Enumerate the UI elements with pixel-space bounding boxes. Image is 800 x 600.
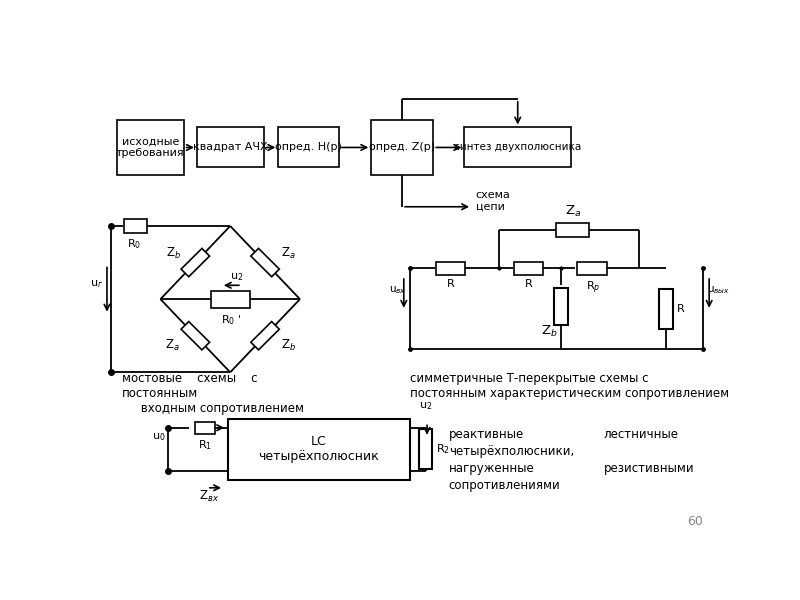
Text: R$_р$: R$_р$ (586, 279, 601, 296)
Text: опред. Z(p): опред. Z(p) (369, 142, 435, 152)
Text: 60: 60 (687, 515, 703, 528)
Bar (181, 248, 210, 277)
Text: Z$_b$: Z$_b$ (541, 324, 558, 339)
Bar (658, 289, 673, 329)
Bar (251, 322, 279, 350)
Bar (557, 223, 589, 237)
Text: мостовые    схемы    с
постоянным
     входным сопротивлением: мостовые схемы с постоянным входным сопр… (122, 372, 304, 415)
Bar (117, 120, 184, 175)
Text: синтез двухполюсника: синтез двухполюсника (454, 142, 582, 152)
Text: Z$_b$: Z$_b$ (166, 246, 181, 261)
Text: квадрат АЧХ: квадрат АЧХ (193, 142, 267, 152)
Text: u$_2$: u$_2$ (419, 401, 432, 412)
Bar (194, 422, 214, 434)
Text: u$_2$: u$_2$ (230, 272, 243, 283)
Bar (464, 127, 571, 167)
Bar (278, 127, 338, 167)
Bar (197, 127, 263, 167)
Text: Z$_a$: Z$_a$ (281, 246, 296, 261)
Text: R$_2$: R$_2$ (436, 442, 450, 456)
Text: R$_1$: R$_1$ (198, 438, 212, 452)
Text: R: R (446, 279, 454, 289)
Text: u$_г$: u$_г$ (90, 278, 103, 290)
Text: Z$_b$: Z$_b$ (281, 337, 296, 353)
Bar (514, 262, 543, 275)
Bar (228, 419, 410, 480)
Bar (418, 429, 433, 469)
Text: R: R (525, 279, 533, 289)
Bar (554, 289, 568, 325)
Text: Z$_a$: Z$_a$ (165, 337, 179, 353)
Bar (251, 248, 279, 277)
Bar (181, 322, 210, 350)
Bar (578, 262, 607, 275)
Text: исходные
требования: исходные требования (116, 137, 185, 158)
Bar (371, 120, 434, 175)
Text: симметричные Т-перекрытые схемы с
постоянным характеристическим сопротивлением: симметричные Т-перекрытые схемы с постоя… (410, 372, 729, 400)
Text: Z$_{вх}$: Z$_{вх}$ (198, 490, 218, 505)
Text: u$_0$: u$_0$ (151, 431, 165, 443)
Text: реактивные
четырёхполюсники,
нагруженные
сопротивлениями: реактивные четырёхполюсники, нагруженные… (449, 428, 574, 492)
Text: схема
цепи: схема цепи (476, 190, 510, 211)
Text: лестничные

резистивными: лестничные резистивными (604, 428, 694, 475)
Bar (211, 290, 250, 308)
Text: опред. H(p): опред. H(p) (275, 142, 342, 152)
Bar (435, 262, 465, 275)
Bar (124, 219, 147, 233)
Text: u$_{вых}$: u$_{вых}$ (707, 284, 730, 296)
Text: u$_{вх}$: u$_{вх}$ (389, 284, 406, 296)
Text: R$_0$: R$_0$ (127, 237, 142, 251)
Text: R$_0$ ': R$_0$ ' (222, 313, 242, 327)
Text: R: R (677, 304, 684, 314)
Text: Z$_a$: Z$_a$ (565, 204, 581, 219)
Text: LC
четырёхполюсник: LC четырёхполюсник (258, 436, 379, 463)
